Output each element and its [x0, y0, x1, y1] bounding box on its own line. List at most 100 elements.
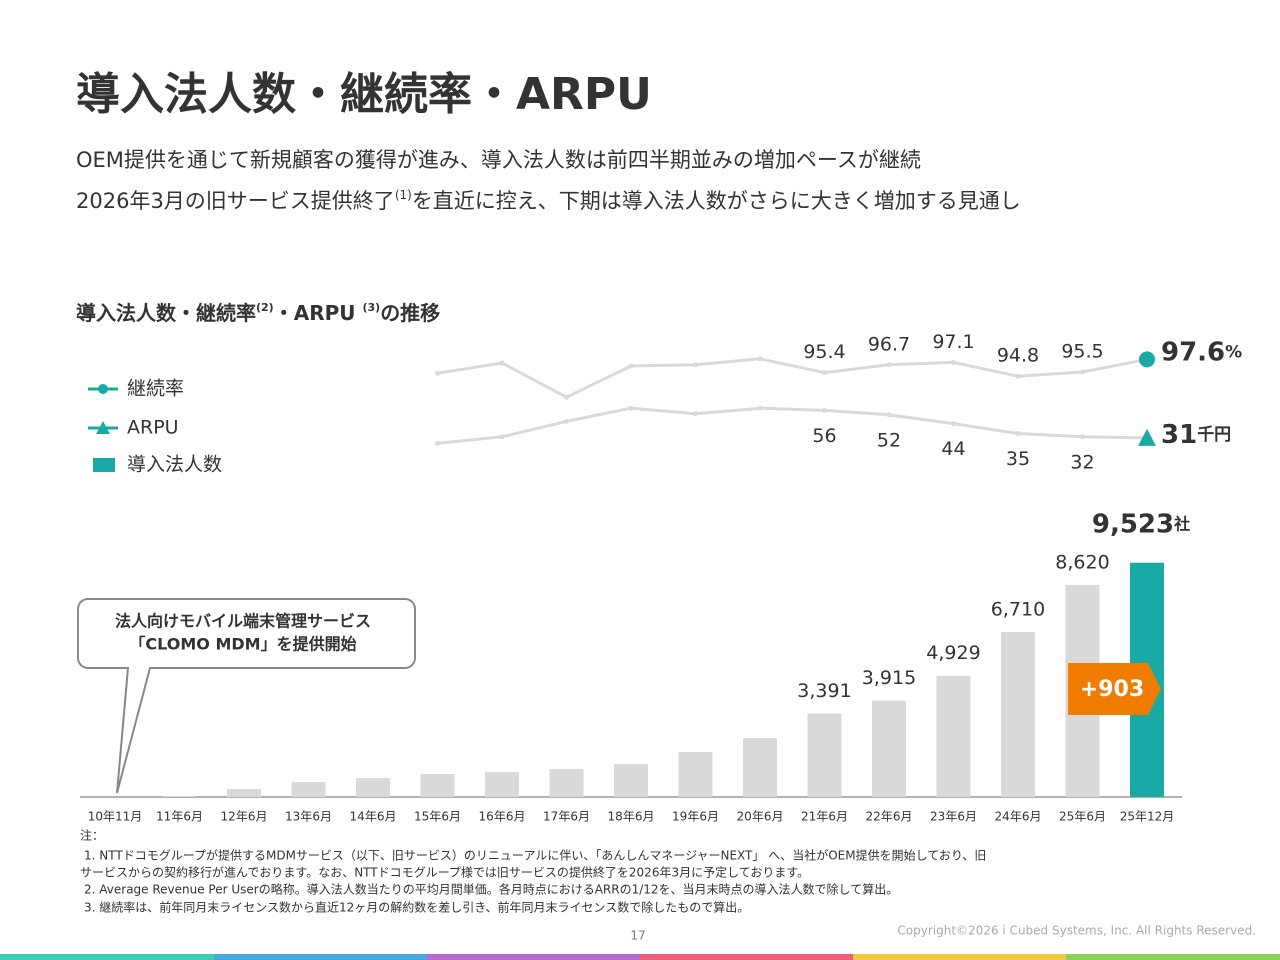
x-tick-label: 13年6月	[285, 810, 332, 824]
bar	[162, 796, 197, 797]
bar	[485, 771, 519, 797]
footnote: サービスからの契約移行が進んでおります。なお、NTTドコモグループ様では旧サービ…	[80, 865, 809, 880]
end-value-label: 31千円	[1161, 419, 1231, 449]
footnote: 3. 継続率は、前年同月末ライセンス数から直近12ヶ月の解約数を差し引き、前年同…	[84, 900, 749, 915]
point	[693, 411, 698, 417]
x-tick-label: 10年11月	[88, 810, 143, 824]
x-tick-label: 25年6月	[1059, 810, 1106, 824]
unit: 千円	[1197, 425, 1231, 445]
point	[435, 440, 440, 446]
point	[499, 360, 505, 366]
point	[628, 363, 634, 369]
line-value-label: 52	[877, 429, 901, 451]
bar	[936, 675, 971, 797]
legend-label: ARPU	[127, 417, 179, 439]
point	[499, 434, 505, 440]
x-tick-label: 20年6月	[737, 810, 784, 824]
point	[1080, 434, 1085, 440]
x-tick-label: 24年6月	[995, 810, 1042, 824]
x-tick-label: 14年6月	[350, 810, 397, 824]
stripe	[1066, 954, 1280, 960]
x-tick-label: 23年6月	[930, 810, 977, 824]
copyright: Copyright©2026 i Cubed Systems, Inc. All…	[897, 924, 1256, 938]
bar-value-label: 4,929	[926, 642, 980, 664]
point	[564, 418, 569, 424]
point	[822, 407, 827, 413]
stripe	[0, 954, 214, 960]
bar	[614, 764, 648, 797]
line-value-label: 56	[812, 425, 836, 447]
sup: (2)	[256, 301, 274, 314]
bar	[807, 713, 842, 797]
line-value-label: 94.8	[997, 345, 1039, 367]
legend-marker	[98, 384, 108, 394]
chart-title-part: の推移	[380, 301, 440, 325]
point	[1080, 369, 1085, 375]
legend-marker	[96, 421, 110, 434]
point	[435, 370, 440, 376]
bar	[872, 700, 906, 797]
x-tick-label: 19年6月	[672, 810, 719, 824]
chart-title: 導入法人数・継続率(2)・ARPU (3)の推移	[76, 301, 440, 325]
line-value-label: 35	[1006, 448, 1030, 470]
legend-swatch	[93, 458, 115, 472]
stripe	[853, 954, 1066, 960]
point	[886, 412, 892, 418]
x-tick-label: 12年6月	[221, 810, 268, 824]
bar	[549, 768, 584, 797]
callout	[77, 598, 416, 794]
point	[822, 370, 827, 376]
line-value-label: 97.1	[932, 331, 974, 353]
subtitle-part: を直近に控え、下期は導入法人数がさらに大きく増加する見通し	[412, 189, 1021, 213]
line-value-label: 32	[1070, 451, 1094, 473]
marker	[1138, 428, 1156, 446]
bar	[420, 773, 455, 797]
stripe	[214, 954, 427, 960]
increase-label: +903	[1080, 677, 1144, 702]
line-value-label: 95.5	[1061, 341, 1103, 363]
line	[437, 357, 1148, 399]
bar-value-label: 9,523社	[1092, 509, 1190, 539]
stripe	[640, 954, 853, 960]
subtitle-part: 2026年3月の旧サービス提供終了	[76, 189, 395, 213]
bar	[678, 751, 713, 797]
footnote: 2. Average Revenue Per Userの略称。導入法人数当たりの…	[84, 882, 898, 897]
point	[564, 394, 569, 400]
x-tick-label: 11年6月	[156, 810, 203, 824]
footnote: 注：	[80, 828, 104, 843]
bar-value-label: 6,710	[991, 598, 1045, 620]
point	[886, 362, 892, 368]
bar	[291, 781, 326, 797]
sup: (1)	[395, 188, 412, 202]
callout-text: 「CLOMO MDM」を提供開始	[129, 635, 356, 654]
subtitle: 2026年3月の旧サービス提供終了(1)を直近に控え、下期は導入法人数がさらに大…	[76, 188, 1021, 214]
bar	[356, 778, 390, 797]
x-tick-label: 15年6月	[414, 810, 461, 824]
stripe	[427, 954, 640, 960]
point	[1015, 431, 1021, 436]
unit: 社	[1173, 514, 1190, 533]
bar-value-label: 3,391	[797, 680, 851, 702]
unit: %	[1225, 342, 1242, 362]
legend-label: 継続率	[127, 378, 184, 400]
bar-value-label: 8,620	[1055, 551, 1109, 573]
x-tick-label: 16年6月	[479, 810, 526, 824]
x-tick-label: 22年6月	[866, 810, 913, 824]
bar	[743, 737, 777, 797]
bar	[227, 789, 261, 797]
title: 導入法人数・継続率・ARPU	[76, 69, 652, 120]
bar-value-label: 3,915	[862, 667, 916, 689]
chart-title-part: 導入法人数・継続率	[76, 301, 256, 325]
legend-label: 導入法人数	[127, 454, 222, 476]
x-tick-label: 18年6月	[608, 810, 655, 824]
point	[693, 362, 698, 368]
end-value-label: 97.6%	[1161, 337, 1242, 367]
point	[1015, 373, 1021, 379]
line-value-label: 96.7	[868, 333, 910, 355]
x-tick-label: 17年6月	[543, 810, 590, 824]
value: 97.6	[1161, 337, 1225, 367]
increase-arrow	[1068, 663, 1161, 715]
sup: (3)	[362, 301, 380, 314]
chart-title-part: ・ARPU	[274, 301, 363, 325]
